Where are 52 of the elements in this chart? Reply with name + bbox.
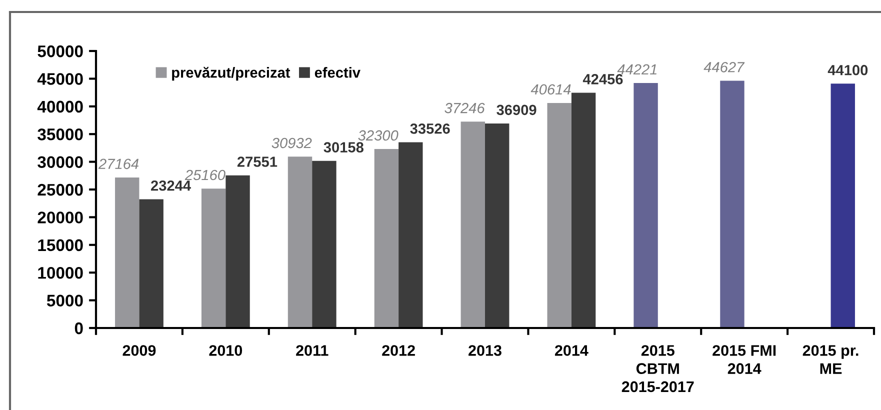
y-tick-label: 10000 <box>38 267 83 279</box>
bar <box>226 175 250 328</box>
x-tick-label: 2014 <box>554 345 588 356</box>
y-tick-label: 20000 <box>38 212 83 224</box>
bar <box>571 92 596 328</box>
bar <box>720 80 744 328</box>
data-label: 44221 <box>617 64 656 74</box>
data-label: 44100 <box>828 64 868 76</box>
data-label: 30158 <box>324 142 364 153</box>
data-label: 27551 <box>237 156 278 167</box>
legend-label: prevăzut/precizat <box>172 66 290 81</box>
y-tick-label: 5000 <box>46 294 83 307</box>
bar <box>201 188 226 328</box>
x-tick-label: 2009 <box>122 345 156 356</box>
y-tick-label: 15000 <box>38 239 83 252</box>
bar <box>374 149 399 328</box>
data-label: 40614 <box>530 84 571 95</box>
bar <box>398 142 423 328</box>
data-label: 32300 <box>358 130 398 141</box>
y-tick-label: 30000 <box>38 156 83 168</box>
data-label: 36909 <box>496 104 536 116</box>
x-tick-label: 2010 <box>209 345 242 356</box>
y-tick-label: 0 <box>74 322 83 334</box>
x-tick-label: 2013 <box>468 345 502 356</box>
data-label: 44627 <box>704 62 745 72</box>
bar <box>115 178 140 328</box>
bar <box>547 103 572 328</box>
data-label: 37246 <box>444 102 485 114</box>
bar <box>830 84 855 328</box>
data-label: 30932 <box>272 138 312 148</box>
data-label: 23244 <box>151 180 191 191</box>
x-tick-label: 2015 pr. ME <box>802 345 858 374</box>
data-label: 27164 <box>98 158 139 170</box>
y-tick-label: 45000 <box>37 73 83 85</box>
bar <box>312 160 336 328</box>
bar <box>634 83 658 328</box>
y-tick-label: 25000 <box>38 184 83 196</box>
y-tick-label: 40000 <box>37 100 83 113</box>
y-tick-label: 50000 <box>38 45 83 58</box>
x-tick-label: 2015 CBTM 2015-2017 <box>622 345 694 392</box>
data-label: 33526 <box>410 124 450 134</box>
x-tick-label: 2015 FMI 2014 <box>712 345 776 374</box>
bar <box>288 156 312 328</box>
data-label: 25160 <box>184 170 226 180</box>
x-tick-label: 2011 <box>296 345 328 356</box>
bar <box>460 122 485 328</box>
legend-label: efectiv <box>314 67 360 78</box>
bar <box>485 124 510 328</box>
bar <box>139 199 164 328</box>
x-tick-label: 2012 <box>382 345 415 356</box>
y-tick-label: 35000 <box>38 128 83 140</box>
data-label: 42456 <box>582 74 623 84</box>
